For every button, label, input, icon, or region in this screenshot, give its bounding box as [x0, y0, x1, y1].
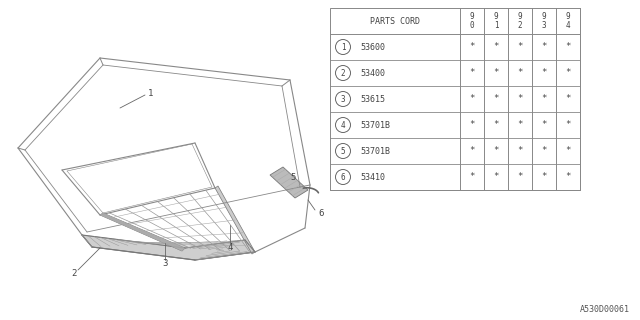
Text: 5: 5 — [340, 147, 346, 156]
Text: *: * — [541, 147, 547, 156]
Text: 6: 6 — [318, 209, 323, 218]
Text: *: * — [469, 68, 475, 77]
Text: 5: 5 — [290, 173, 296, 182]
Text: *: * — [541, 43, 547, 52]
Text: *: * — [565, 121, 571, 130]
Text: 9
1: 9 1 — [493, 12, 499, 30]
Polygon shape — [215, 186, 255, 254]
Text: PARTS CORD: PARTS CORD — [370, 17, 420, 26]
Text: *: * — [469, 121, 475, 130]
Text: *: * — [565, 94, 571, 103]
Text: *: * — [469, 94, 475, 103]
Text: 9
4: 9 4 — [566, 12, 570, 30]
Text: *: * — [469, 147, 475, 156]
Text: *: * — [493, 147, 499, 156]
Text: 3: 3 — [340, 94, 346, 103]
Text: *: * — [493, 43, 499, 52]
Text: *: * — [517, 68, 523, 77]
Text: *: * — [517, 94, 523, 103]
Text: 6: 6 — [340, 172, 346, 181]
Text: 9
3: 9 3 — [541, 12, 547, 30]
Text: 3: 3 — [163, 260, 168, 268]
Text: *: * — [517, 172, 523, 181]
Polygon shape — [82, 235, 255, 260]
Text: 53410: 53410 — [360, 172, 385, 181]
Text: 9
0: 9 0 — [470, 12, 474, 30]
Text: 53600: 53600 — [360, 43, 385, 52]
Text: 53400: 53400 — [360, 68, 385, 77]
Text: 2: 2 — [71, 268, 77, 277]
Text: *: * — [517, 43, 523, 52]
Text: 53615: 53615 — [360, 94, 385, 103]
Text: *: * — [493, 121, 499, 130]
Text: 1: 1 — [148, 89, 154, 98]
Text: *: * — [493, 68, 499, 77]
Text: 53701B: 53701B — [360, 121, 390, 130]
Polygon shape — [100, 213, 185, 251]
Text: *: * — [517, 147, 523, 156]
Text: *: * — [493, 94, 499, 103]
Text: 9
2: 9 2 — [518, 12, 522, 30]
Text: 1: 1 — [340, 43, 346, 52]
Polygon shape — [270, 167, 308, 198]
Text: A530D00061: A530D00061 — [580, 305, 630, 314]
Text: 4: 4 — [340, 121, 346, 130]
Text: 4: 4 — [227, 243, 233, 252]
Text: 53701B: 53701B — [360, 147, 390, 156]
Text: *: * — [541, 68, 547, 77]
Text: *: * — [493, 172, 499, 181]
Text: *: * — [565, 43, 571, 52]
Text: *: * — [469, 43, 475, 52]
Text: *: * — [541, 172, 547, 181]
Text: *: * — [469, 172, 475, 181]
Text: *: * — [541, 94, 547, 103]
Text: *: * — [517, 121, 523, 130]
Text: *: * — [565, 68, 571, 77]
Text: *: * — [565, 147, 571, 156]
Text: 2: 2 — [340, 68, 346, 77]
Bar — [330, 8, 580, 190]
Text: *: * — [541, 121, 547, 130]
Text: *: * — [565, 172, 571, 181]
